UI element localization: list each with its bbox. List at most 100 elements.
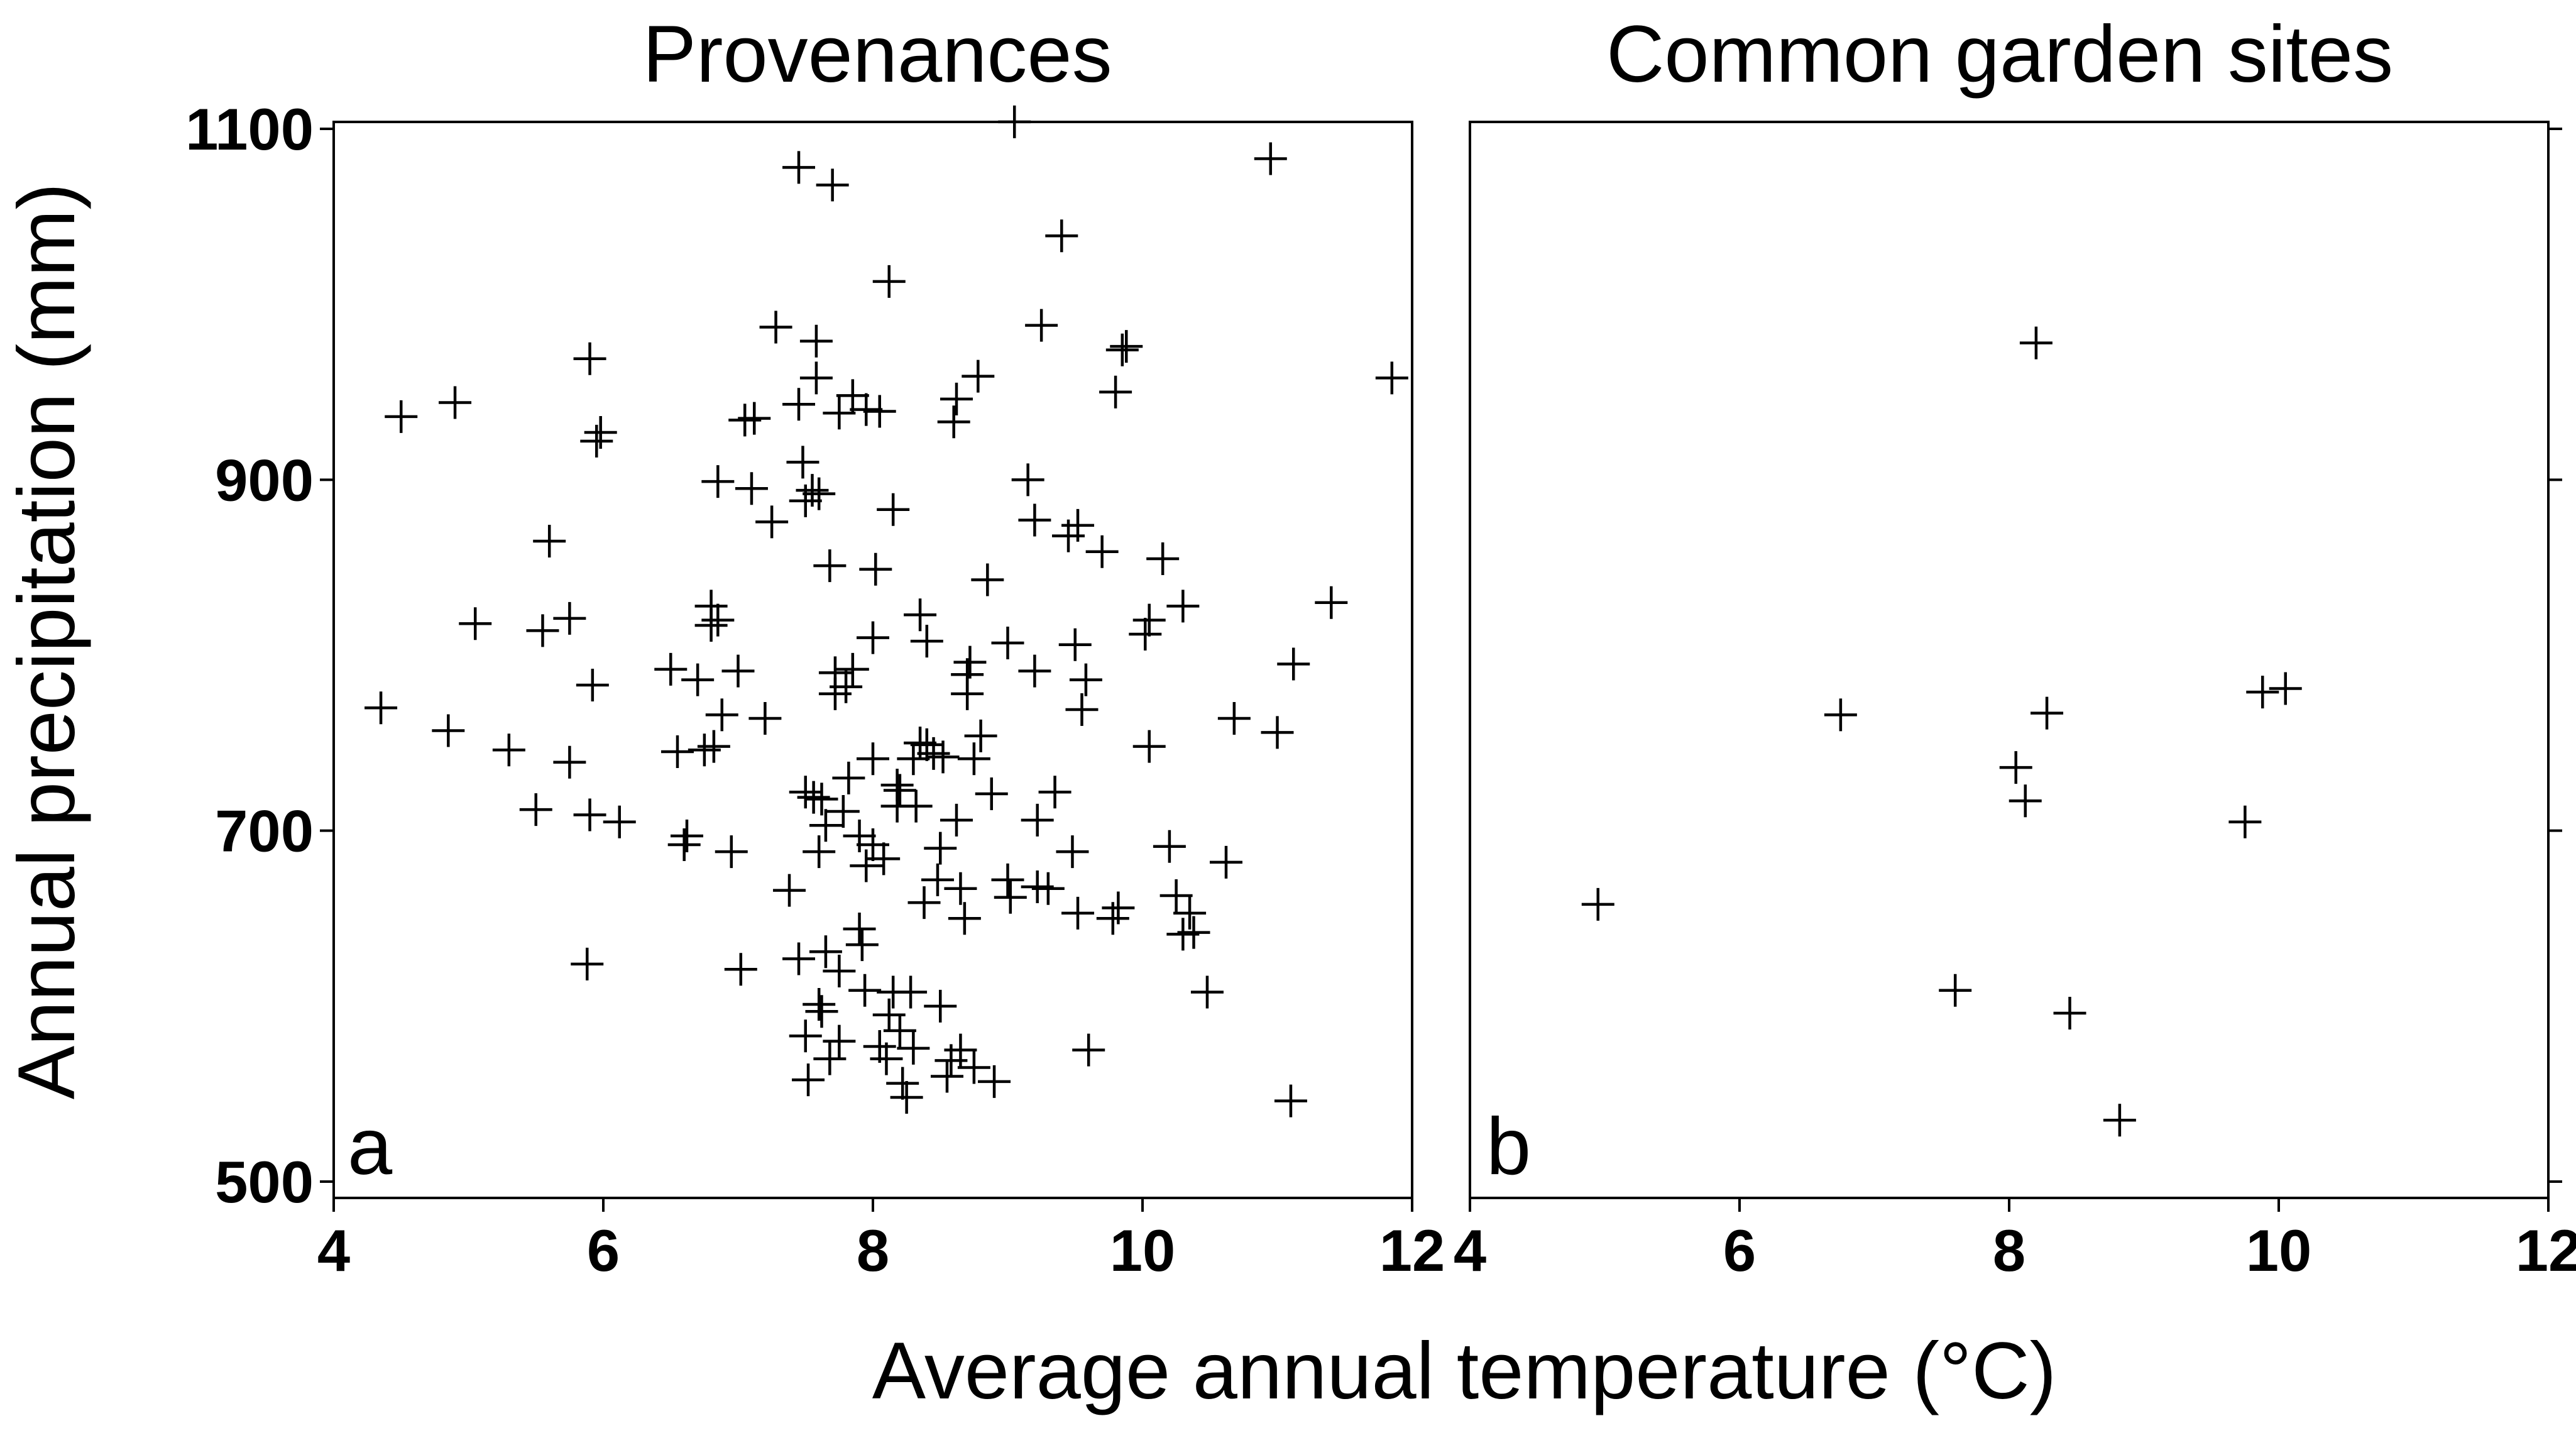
data-point bbox=[998, 105, 1031, 138]
data-point bbox=[1166, 590, 1200, 623]
data-point bbox=[1025, 309, 1058, 342]
data-point bbox=[759, 310, 792, 344]
data-point bbox=[2228, 805, 2262, 838]
data-point bbox=[2031, 696, 2064, 730]
data-point bbox=[797, 781, 830, 814]
panel-a-x-ticks: 4 6 8 10 12 bbox=[317, 1198, 1445, 1283]
data-point bbox=[789, 1019, 822, 1053]
data-point bbox=[823, 397, 856, 430]
data-point bbox=[848, 974, 882, 1007]
data-point bbox=[519, 793, 552, 826]
data-point bbox=[573, 798, 606, 832]
panel-a-letter: a bbox=[348, 1102, 393, 1192]
panel-a-y-tick-label: 500 bbox=[215, 1149, 314, 1215]
data-point bbox=[978, 1065, 1011, 1098]
data-point bbox=[1031, 872, 1065, 905]
data-point bbox=[1061, 508, 1095, 542]
data-point bbox=[1159, 879, 1193, 912]
data-point bbox=[850, 849, 883, 882]
data-point bbox=[832, 761, 865, 794]
data-point bbox=[584, 415, 617, 449]
data-point bbox=[1315, 586, 1348, 619]
data-point bbox=[1375, 361, 1408, 395]
panel-a-points bbox=[364, 105, 1408, 1117]
data-point bbox=[748, 702, 782, 735]
panel-a-x-tick-label: 4 bbox=[317, 1217, 350, 1283]
data-point bbox=[1277, 647, 1310, 681]
data-point bbox=[951, 677, 984, 710]
data-point bbox=[1254, 142, 1287, 175]
data-point bbox=[921, 863, 954, 896]
data-point bbox=[877, 493, 910, 526]
data-point bbox=[1999, 751, 2032, 784]
data-point bbox=[991, 863, 1024, 896]
data-point bbox=[962, 360, 995, 393]
data-point bbox=[904, 598, 937, 632]
panel-b-x-tick-label: 12 bbox=[2516, 1217, 2576, 1283]
data-point bbox=[830, 670, 863, 703]
data-point bbox=[603, 805, 636, 838]
data-point bbox=[1011, 463, 1044, 497]
panel-b-letter: b bbox=[1486, 1102, 1531, 1192]
data-point bbox=[688, 733, 721, 767]
data-point bbox=[805, 995, 838, 1028]
data-point bbox=[697, 730, 730, 763]
data-point bbox=[432, 714, 465, 747]
data-point bbox=[813, 1042, 847, 1075]
data-point bbox=[926, 740, 960, 774]
data-point bbox=[940, 803, 973, 837]
panel-a-x-tick-label: 12 bbox=[1379, 1217, 1445, 1283]
data-point bbox=[1132, 730, 1166, 763]
data-point bbox=[836, 379, 869, 412]
data-point bbox=[1058, 628, 1092, 661]
data-point bbox=[1061, 896, 1095, 930]
data-point bbox=[2246, 676, 2279, 709]
data-point bbox=[796, 474, 829, 507]
data-point bbox=[803, 477, 836, 510]
data-point bbox=[897, 742, 930, 776]
data-point bbox=[571, 947, 604, 980]
data-point bbox=[857, 621, 889, 654]
data-point bbox=[1018, 503, 1051, 537]
data-point bbox=[792, 1063, 825, 1097]
data-point bbox=[773, 874, 806, 907]
panel-b: 4 6 8 10 12 b bbox=[1454, 121, 2576, 1283]
data-point bbox=[533, 525, 566, 558]
data-point bbox=[971, 563, 1004, 596]
data-point bbox=[2269, 672, 2302, 705]
data-point bbox=[799, 361, 833, 395]
data-point bbox=[910, 625, 943, 658]
data-point bbox=[789, 776, 822, 809]
data-point bbox=[2103, 1104, 2136, 1137]
data-point bbox=[385, 400, 418, 433]
data-point bbox=[670, 820, 703, 853]
data-point bbox=[944, 1033, 977, 1067]
data-point bbox=[1190, 975, 1224, 1009]
data-point bbox=[580, 424, 613, 458]
data-point bbox=[843, 820, 876, 853]
data-point bbox=[735, 472, 768, 505]
data-point bbox=[948, 902, 981, 935]
data-point bbox=[857, 742, 889, 776]
data-point bbox=[809, 935, 842, 969]
panel-a-y-ticks: 500 700 900 1100 bbox=[185, 96, 334, 1215]
data-point bbox=[975, 777, 1008, 811]
data-point bbox=[573, 342, 606, 375]
data-point bbox=[1021, 803, 1054, 837]
panel-a-y-tick-label: 900 bbox=[215, 447, 314, 513]
data-point bbox=[809, 809, 842, 842]
data-point bbox=[937, 405, 970, 439]
data-point bbox=[845, 928, 879, 962]
panel-b-title: Common garden sites bbox=[1606, 9, 2393, 99]
data-point bbox=[1038, 776, 1072, 809]
data-point bbox=[1146, 542, 1180, 575]
data-point bbox=[1153, 830, 1186, 863]
data-point bbox=[1209, 845, 1242, 879]
panel-b-frame bbox=[1469, 121, 2550, 1199]
data-point bbox=[1274, 1084, 1307, 1117]
data-point bbox=[694, 609, 728, 642]
data-point bbox=[850, 393, 883, 426]
data-point bbox=[964, 719, 997, 752]
data-point bbox=[803, 988, 836, 1021]
data-point bbox=[654, 652, 688, 686]
